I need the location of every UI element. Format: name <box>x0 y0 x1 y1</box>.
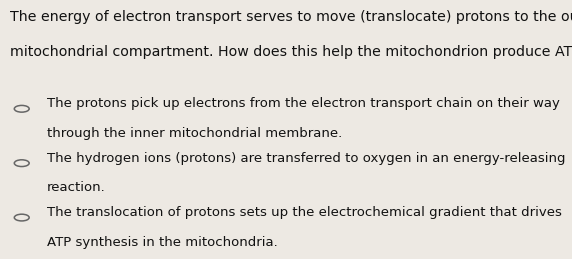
Text: through the inner mitochondrial membrane.: through the inner mitochondrial membrane… <box>47 127 342 140</box>
Text: mitochondrial compartment. How does this help the mitochondrion produce ATP?: mitochondrial compartment. How does this… <box>10 45 572 59</box>
Text: The energy of electron transport serves to move (translocate) protons to the out: The energy of electron transport serves … <box>10 10 572 24</box>
Text: The protons pick up electrons from the electron transport chain on their way: The protons pick up electrons from the e… <box>47 97 560 110</box>
Text: reaction.: reaction. <box>47 181 106 194</box>
Text: The hydrogen ions (protons) are transferred to oxygen in an energy-releasing: The hydrogen ions (protons) are transfer… <box>47 152 565 164</box>
Text: The translocation of protons sets up the electrochemical gradient that drives: The translocation of protons sets up the… <box>47 206 562 219</box>
Text: ATP synthesis in the mitochondria.: ATP synthesis in the mitochondria. <box>47 236 277 249</box>
